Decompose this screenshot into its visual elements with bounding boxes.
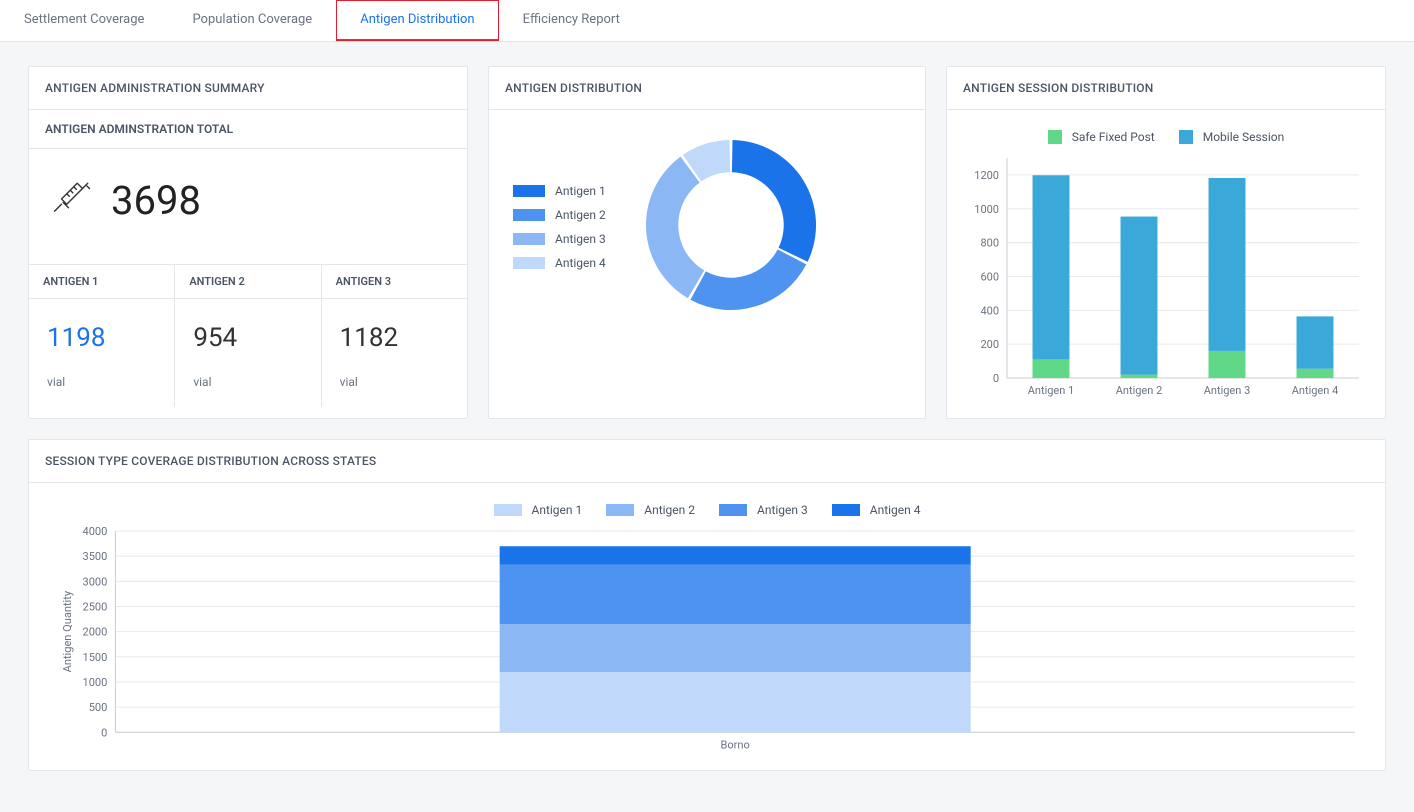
cell-unit: vial xyxy=(193,375,302,389)
summary-cell: ANTIGEN 1 1198 vial xyxy=(29,265,175,407)
svg-text:Antigen 2: Antigen 2 xyxy=(1116,384,1163,397)
svg-text:1000: 1000 xyxy=(974,203,999,216)
legend-item: Antigen 3 xyxy=(719,503,808,517)
legend-swatch xyxy=(719,504,747,516)
svg-text:3500: 3500 xyxy=(83,550,108,563)
cell-body: 1198 vial xyxy=(29,299,174,407)
svg-text:3000: 3000 xyxy=(83,575,108,588)
distribution-card: ANTIGEN DISTRIBUTION Antigen 1Antigen 2A… xyxy=(488,66,926,419)
legend-swatch xyxy=(1048,130,1062,144)
distribution-body: Antigen 1 Antigen 2 Antigen 3 Antigen 4 xyxy=(489,110,925,344)
legend-swatch xyxy=(513,209,545,221)
legend-item: Antigen 1 xyxy=(494,503,583,517)
cell-head: ANTIGEN 1 xyxy=(29,265,174,299)
tabs-bar: Settlement CoveragePopulation CoverageAn… xyxy=(0,0,1414,42)
distribution-legend: Antigen 1 Antigen 2 Antigen 3 Antigen 4 xyxy=(513,184,606,270)
legend-swatch xyxy=(494,504,522,516)
legend-label: Antigen 3 xyxy=(555,232,606,246)
states-title: SESSION TYPE COVERAGE DISTRIBUTION ACROS… xyxy=(29,440,1385,482)
cell-value: 1198 xyxy=(47,323,156,353)
cell-value: 954 xyxy=(193,323,302,353)
donut-chart xyxy=(646,140,816,314)
legend-item: Safe Fixed Post xyxy=(1048,130,1155,144)
svg-text:Borno: Borno xyxy=(721,738,750,751)
cell-head: ANTIGEN 2 xyxy=(175,265,320,299)
legend-item: Mobile Session xyxy=(1179,130,1285,144)
legend-swatch xyxy=(832,504,860,516)
tab-population-coverage[interactable]: Population Coverage xyxy=(168,0,336,41)
top-row: ANTIGEN ADMINISTRATION SUMMARY ANTIGEN A… xyxy=(28,66,1386,419)
cell-value: 1182 xyxy=(340,323,449,353)
summary-cell: ANTIGEN 2 954 vial xyxy=(175,265,321,407)
legend-swatch xyxy=(513,233,545,245)
syringe-icon xyxy=(51,178,93,224)
states-body: Antigen 1 Antigen 2 Antigen 3 Antigen 4 0 50… xyxy=(29,483,1385,770)
svg-text:1000: 1000 xyxy=(83,676,108,689)
states-bars: 0 500 1000 1500 2000 2500 3000 3500 4000 Antigen … xyxy=(53,525,1361,760)
legend-item: Antigen 4 xyxy=(832,503,921,517)
session-bars: 0 200 400 600 800 1000 1200 Antigen 1 Antigen 2 A… xyxy=(965,152,1367,406)
legend-label: Antigen 2 xyxy=(644,503,695,517)
summary-card: ANTIGEN ADMINISTRATION SUMMARY ANTIGEN A… xyxy=(28,66,468,419)
legend-item: Antigen 4 xyxy=(513,256,606,270)
distribution-title: ANTIGEN DISTRIBUTION xyxy=(489,67,925,109)
legend-item: Antigen 2 xyxy=(606,503,695,517)
summary-subtitle: ANTIGEN ADMINSTRATION TOTAL xyxy=(29,110,467,149)
svg-text:2000: 2000 xyxy=(83,626,108,639)
legend-item: Antigen 2 xyxy=(513,208,606,222)
svg-text:0: 0 xyxy=(993,372,999,385)
states-card: SESSION TYPE COVERAGE DISTRIBUTION ACROS… xyxy=(28,439,1386,771)
svg-text:400: 400 xyxy=(980,304,999,317)
legend-label: Safe Fixed Post xyxy=(1072,130,1155,144)
legend-label: Antigen 3 xyxy=(757,503,808,517)
svg-text:500: 500 xyxy=(89,701,108,714)
svg-text:600: 600 xyxy=(980,270,999,283)
svg-text:1500: 1500 xyxy=(83,651,108,664)
cell-unit: vial xyxy=(47,375,156,389)
legend-label: Antigen 1 xyxy=(555,184,606,198)
summary-title: ANTIGEN ADMINISTRATION SUMMARY xyxy=(29,67,467,110)
dashboard-content: ANTIGEN ADMINISTRATION SUMMARY ANTIGEN A… xyxy=(0,42,1414,795)
cell-unit: vial xyxy=(340,375,449,389)
legend-swatch xyxy=(513,185,545,197)
legend-label: Antigen 1 xyxy=(532,503,583,517)
session-chart: Safe Fixed Post Mobile Session 0 200 400 600… xyxy=(947,110,1385,418)
tab-antigen-distribution[interactable]: Antigen Distribution xyxy=(336,0,498,41)
session-title: ANTIGEN SESSION DISTRIBUTION xyxy=(947,67,1385,109)
svg-text:Antigen 4: Antigen 4 xyxy=(1292,384,1339,397)
svg-text:Antigen 1: Antigen 1 xyxy=(1028,384,1075,397)
svg-text:0: 0 xyxy=(101,726,107,739)
legend-label: Antigen 2 xyxy=(555,208,606,222)
svg-text:4000: 4000 xyxy=(83,525,108,538)
legend-label: Mobile Session xyxy=(1203,130,1285,144)
svg-text:Antigen Quantity: Antigen Quantity xyxy=(61,590,74,672)
svg-text:200: 200 xyxy=(980,338,999,351)
summary-cells: ANTIGEN 11198vialANTIGEN 2954vialANTIGEN… xyxy=(29,265,467,407)
legend-item: Antigen 3 xyxy=(513,232,606,246)
svg-text:Antigen 3: Antigen 3 xyxy=(1204,384,1251,397)
states-legend: Antigen 1 Antigen 2 Antigen 3 Antigen 4 xyxy=(53,503,1361,517)
legend-label: Antigen 4 xyxy=(555,256,606,270)
cell-head: ANTIGEN 3 xyxy=(322,265,467,299)
tab-efficiency-report[interactable]: Efficiency Report xyxy=(499,0,644,41)
legend-label: Antigen 4 xyxy=(870,503,921,517)
summary-total-row: 3698 xyxy=(29,149,467,265)
legend-swatch xyxy=(606,504,634,516)
cell-body: 954 vial xyxy=(175,299,320,407)
summary-total-value: 3698 xyxy=(111,177,201,224)
svg-text:1200: 1200 xyxy=(974,169,999,182)
legend-item: Antigen 1 xyxy=(513,184,606,198)
legend-swatch xyxy=(513,257,545,269)
svg-text:2500: 2500 xyxy=(83,601,108,614)
session-card: ANTIGEN SESSION DISTRIBUTION Safe Fixed … xyxy=(946,66,1386,419)
legend-swatch xyxy=(1179,130,1193,144)
session-legend: Safe Fixed Post Mobile Session xyxy=(965,130,1367,144)
svg-text:800: 800 xyxy=(980,237,999,250)
tab-settlement-coverage[interactable]: Settlement Coverage xyxy=(0,0,168,41)
cell-body: 1182 vial xyxy=(322,299,467,407)
summary-cell: ANTIGEN 3 1182 vial xyxy=(322,265,467,407)
